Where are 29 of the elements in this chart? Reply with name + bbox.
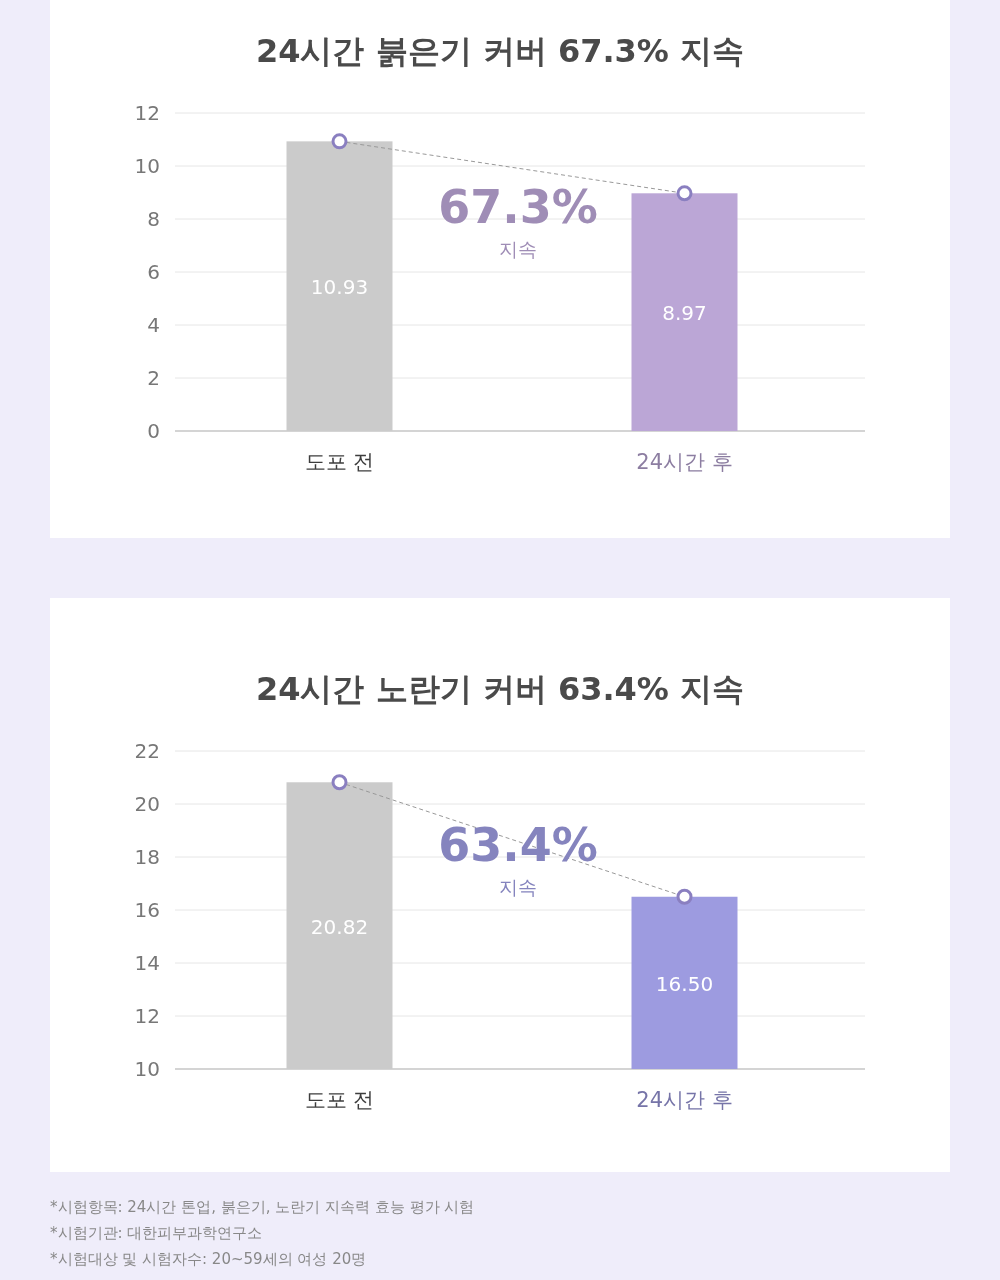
y-tick-label: 20 xyxy=(134,792,160,816)
y-tick-label: 10 xyxy=(134,154,160,178)
x-tick-label: 도포 전 xyxy=(304,450,375,474)
data-label: 8.97 xyxy=(662,301,707,326)
y-tick-label: 12 xyxy=(134,1004,160,1028)
annotation: 67.3% xyxy=(438,180,598,234)
y-tick-label: 0 xyxy=(147,419,160,443)
text: *시험기관: 대한피부과학연구소 xyxy=(50,1224,263,1242)
annotation: 63.4% xyxy=(438,818,598,872)
y-tick-label: 12 xyxy=(134,101,160,125)
text: *시험대상 및 시험자수: 20~59세의 여성 20명 xyxy=(50,1250,367,1268)
x-tick-label: 24시간 후 xyxy=(636,450,733,474)
text: *시험항목: 24시간 톤업, 붉은기, 노란기 지속력 효능 평가 시험 xyxy=(50,1198,475,1216)
y-tick-label: 6 xyxy=(147,260,160,284)
annotation: 지속 xyxy=(499,238,537,260)
y-tick-label: 4 xyxy=(147,313,160,337)
chart-title: 24시간 노란기 커버 63.4% 지속 xyxy=(255,670,745,708)
y-tick-label: 10 xyxy=(134,1057,160,1081)
y-tick-label: 8 xyxy=(147,207,160,231)
y-tick-label: 14 xyxy=(134,951,160,975)
y-tick-label: 22 xyxy=(134,739,160,763)
y-tick-label: 2 xyxy=(147,366,160,390)
y-tick-label: 16 xyxy=(134,898,160,922)
x-tick-label: 도포 전 xyxy=(304,1088,375,1112)
chart-title: 24시간 붉은기 커버 67.3% 지속 xyxy=(255,32,745,70)
annotation: 지속 xyxy=(499,876,537,898)
data-label: 16.50 xyxy=(655,971,714,996)
y-tick-label: 18 xyxy=(134,845,160,869)
x-tick-label: 24시간 후 xyxy=(636,1088,733,1112)
